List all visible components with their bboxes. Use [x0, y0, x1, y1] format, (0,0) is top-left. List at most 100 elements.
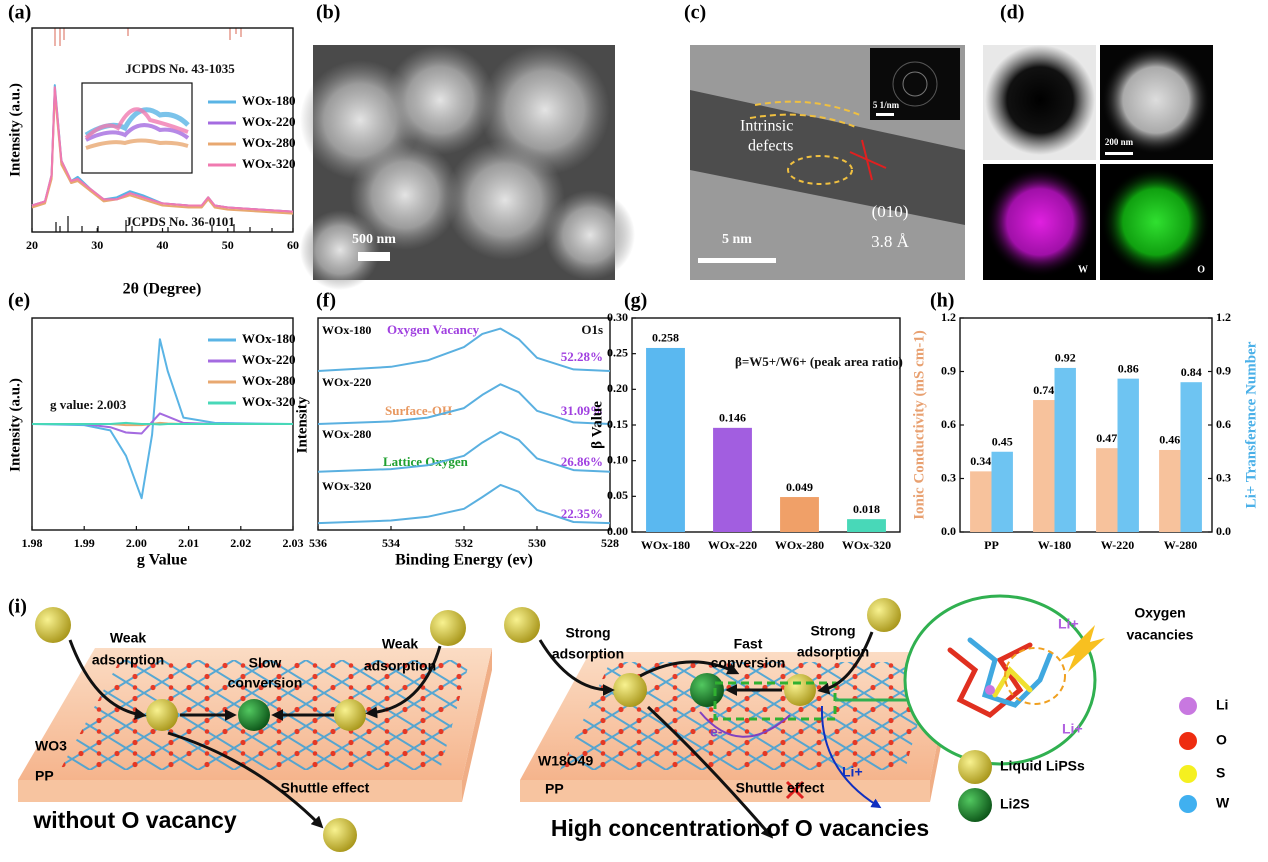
tem-image: 5 1/nm Intrinsic defects (010) 3.8 Å 5 n… [690, 45, 965, 280]
inset [81, 82, 193, 174]
panel-label: (g) [624, 290, 647, 312]
shape [520, 780, 930, 802]
label: PP [545, 781, 564, 797]
shape [646, 705, 774, 839]
y-tick-label: 0.15 [607, 417, 628, 431]
y-tick-label: 0.30 [607, 310, 628, 324]
shape [68, 639, 147, 720]
label: PP [35, 768, 54, 784]
schematic [18, 594, 1197, 852]
shape [870, 48, 960, 120]
x-tick-label: W-280 [1164, 538, 1198, 552]
annotation: O1s [581, 322, 603, 337]
shape [613, 673, 647, 707]
y-tick-label: 0.3 [941, 470, 956, 484]
x-tick-label: W-180 [1038, 538, 1072, 552]
label: Weak [382, 636, 419, 652]
x-axis-label: g Value [137, 552, 187, 569]
shape [146, 699, 178, 731]
legend-label: O [1216, 732, 1227, 748]
label: Li+ [1058, 616, 1079, 632]
legend-label: S [1216, 765, 1225, 781]
value-label: 0.46 [1159, 433, 1180, 447]
x-axis-label: 2θ (Degree) [123, 281, 202, 298]
shape [430, 610, 466, 646]
x-tick-label: 30 [91, 238, 103, 252]
label: Oxygen [1134, 605, 1185, 621]
shape [690, 673, 724, 707]
series-line [317, 430, 611, 473]
x-tick-label: 2.00 [126, 536, 147, 550]
value-label: 0.34 [970, 454, 991, 468]
series-line [32, 421, 293, 426]
map-label: W [1078, 264, 1088, 275]
bar [713, 427, 752, 532]
shape [1179, 795, 1197, 813]
defect-label: defects [748, 138, 793, 155]
value-label: 0.92 [1055, 351, 1076, 365]
y-axis-label: Intensity [294, 396, 310, 453]
legend-label: Li2S [1000, 796, 1030, 812]
shape [698, 258, 776, 263]
legend-label: Li [1216, 697, 1228, 713]
label: conversion [711, 655, 786, 671]
value-label: 0.86 [1118, 361, 1139, 375]
shape [849, 139, 887, 181]
panel-label: (c) [684, 2, 706, 24]
scale-bar-label: 5 nm [722, 232, 752, 247]
y-axis-label: Intensity (a.u.) [7, 378, 23, 472]
shape [358, 252, 390, 261]
panel-label: (f) [316, 290, 336, 312]
shape [365, 645, 442, 719]
bar [991, 451, 1013, 532]
shape [385, 45, 495, 155]
shape [947, 637, 1053, 718]
y2-tick-label: 0.3 [1216, 470, 1231, 484]
spacing-label: 3.8 Å [871, 232, 910, 251]
y-tick-label: 0.25 [607, 345, 628, 359]
label: Strong [565, 625, 610, 641]
label: Strong [810, 623, 855, 639]
shape [85, 138, 189, 150]
shape [985, 167, 1095, 277]
shape [1004, 647, 1066, 705]
label: Slow [249, 655, 282, 671]
shape [699, 711, 791, 738]
scale-bar-label: 500 nm [352, 232, 396, 247]
shape [876, 113, 894, 116]
x-tick-label: W-220 [1101, 538, 1135, 552]
y-axis-label: Intensity (a.u.) [7, 83, 23, 177]
y-tick-label: 0.6 [941, 417, 956, 431]
legend-label: WOx-180 [242, 331, 295, 346]
legend-label: WOx-320 [242, 394, 295, 409]
shape [1101, 45, 1211, 155]
shape [323, 818, 357, 852]
shape [84, 107, 189, 140]
label: Shuttle effect [281, 780, 370, 796]
shape [985, 45, 1095, 155]
shape [462, 648, 492, 802]
y-tick-label: 0.10 [607, 452, 628, 466]
reference-pattern [55, 216, 273, 232]
x-axis-label: Binding Energy (ev) [395, 552, 533, 569]
shape [958, 788, 992, 822]
bar [847, 519, 886, 532]
label: Li+ [842, 764, 863, 780]
annotation: 22.35% [561, 506, 603, 521]
panel-label: (h) [930, 290, 954, 312]
annotation: JCPDS No. 36-0101 [125, 214, 234, 229]
label: Weak [110, 630, 147, 646]
label: adsorption [92, 652, 164, 668]
y-axis-label: β Value [589, 401, 605, 449]
bar [1180, 382, 1202, 532]
label: conversion [228, 675, 303, 691]
shape [892, 61, 938, 107]
x-tick-label: 1.99 [74, 536, 95, 550]
value-label: 0.146 [719, 411, 746, 425]
shape [350, 140, 460, 250]
annotation: Lattice Oxygen [383, 454, 469, 469]
shape [902, 71, 928, 97]
label: adsorption [797, 644, 869, 660]
series-label: WOx-220 [322, 375, 371, 389]
